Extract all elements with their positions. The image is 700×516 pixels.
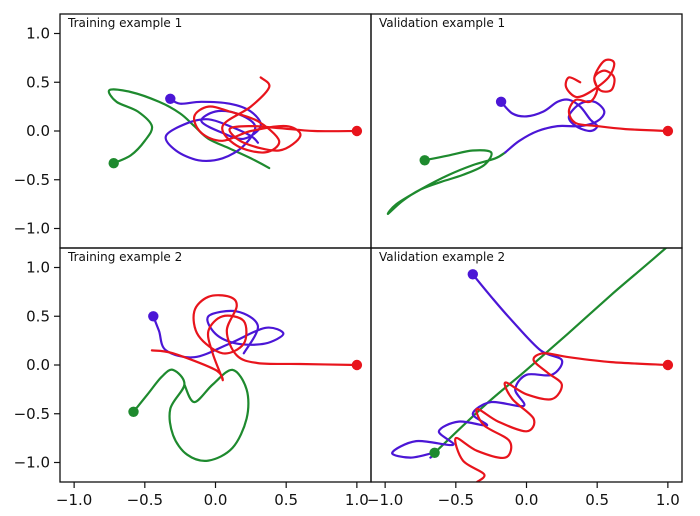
panel-title: Validation example 2 — [379, 250, 505, 264]
plot-area — [386, 58, 674, 216]
panel-4: Validation example 2 — [370, 247, 683, 483]
green-start-point — [128, 406, 139, 417]
panel-title: Training example 1 — [67, 16, 182, 30]
panel-title: Training example 2 — [67, 250, 182, 264]
green-start-point — [108, 158, 119, 169]
x-tick-label: 0.5 — [274, 491, 298, 509]
x-tick-label: −1.0 — [367, 491, 403, 509]
plot-area — [128, 294, 363, 462]
y-tick-label: 0.0 — [26, 356, 50, 374]
plot-area — [391, 248, 674, 482]
green-start-point — [429, 447, 440, 458]
y-tick-label: 1.0 — [26, 259, 50, 277]
y-tick-label: 1.0 — [26, 25, 50, 43]
red-trajectory-line — [150, 294, 358, 382]
green-trajectory-line — [386, 149, 507, 216]
x-tick-label: 0.0 — [204, 491, 228, 509]
green-trajectory-line — [433, 248, 668, 454]
blue-trajectory-line — [164, 97, 262, 162]
y-tick-label: −0.5 — [14, 171, 50, 189]
x-tick-label: −0.5 — [438, 491, 474, 509]
y-tick-label: 0.0 — [26, 122, 50, 140]
red-start-point — [351, 125, 363, 137]
blue-start-point — [495, 96, 507, 108]
green-trajectory-line — [132, 368, 250, 462]
plot-area — [107, 76, 363, 170]
y-tick-label: 0.5 — [26, 73, 50, 91]
red-start-point — [662, 359, 674, 371]
x-tick-label: −0.5 — [127, 491, 163, 509]
red-trajectory-line — [454, 352, 669, 482]
red-trajectory-line — [192, 76, 358, 154]
green-trajectory-line — [107, 88, 271, 170]
x-tick-label: −1.0 — [56, 491, 92, 509]
x-tick-label: 0.5 — [585, 491, 609, 509]
blue-start-point — [467, 269, 478, 280]
red-start-point — [662, 125, 674, 137]
green-start-point — [419, 155, 430, 166]
blue-trajectory-line — [500, 98, 606, 154]
y-tick-label: −1.0 — [14, 454, 50, 472]
blue-start-point — [165, 93, 176, 105]
blue-start-point — [148, 311, 159, 322]
x-tick-label: 0.0 — [515, 491, 539, 509]
y-tick-label: 0.5 — [26, 307, 50, 325]
red-start-point — [351, 359, 363, 371]
panel-title: Validation example 1 — [379, 16, 505, 30]
panel-1: Training example 1 1.0 0.5 0.0 −0.5 −1.0 — [14, 13, 372, 249]
x-tick-label: 1.0 — [345, 491, 369, 509]
x-tick-label: 1.0 — [656, 491, 680, 509]
blue-trajectory-line — [391, 273, 564, 459]
y-tick-label: −1.0 — [14, 220, 50, 238]
y-tick-label: −0.5 — [14, 405, 50, 423]
red-trajectory-line — [564, 58, 669, 133]
